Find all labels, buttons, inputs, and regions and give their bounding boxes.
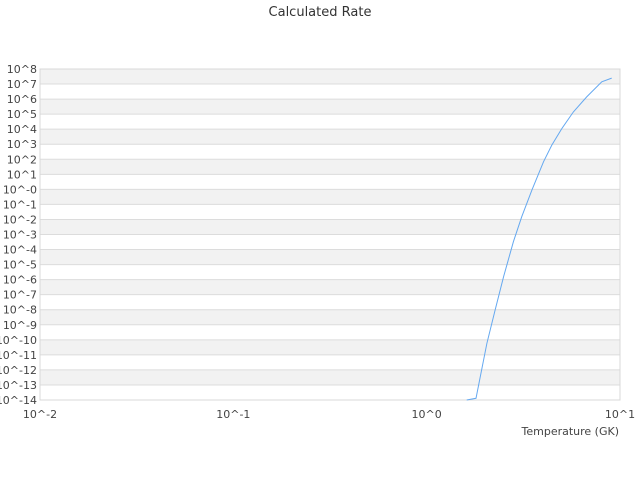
x-axis-label: Temperature (GK) [521, 425, 620, 438]
x-tick-labels: 10^-2 10^-1 10^0 10^1 [23, 408, 635, 421]
grid-band [40, 249, 620, 265]
y-tick-label: 10^-4 [3, 244, 37, 257]
grid-band [40, 279, 620, 295]
y-tick-label: 10^-5 [3, 259, 37, 272]
x-tick-label: 10^0 [412, 408, 442, 421]
y-tick-label: 10^2 [7, 153, 37, 166]
y-tick-label: 10^-7 [3, 289, 37, 302]
y-tick-label: 10^-13 [0, 379, 37, 392]
y-tick-label: 10^3 [7, 138, 37, 151]
y-tick-label: 10^-3 [3, 229, 37, 242]
y-tick-label: 10^-9 [3, 319, 37, 332]
grid-band [40, 159, 620, 175]
x-tick-label: 10^-1 [216, 408, 250, 421]
y-tick-label: 10^-0 [3, 183, 37, 196]
x-tick-label: 10^1 [605, 408, 635, 421]
y-tick-label: 10^-14 [0, 394, 37, 407]
grid-band [40, 369, 620, 385]
x-tick-label: 10^-2 [23, 408, 57, 421]
plot-frame [39, 68, 621, 401]
grid-band [40, 309, 620, 325]
y-tick-label: 10^5 [7, 108, 37, 121]
chart-title: Calculated Rate [269, 5, 372, 20]
y-tick-label: 10^-11 [0, 349, 37, 362]
y-tick-label: 10^1 [7, 168, 37, 181]
grid-band [40, 129, 620, 145]
series-group [466, 77, 612, 401]
y-tick-label: 10^-12 [0, 364, 37, 377]
series-line [466, 77, 612, 401]
y-tick-label: 10^-1 [3, 198, 37, 211]
y-tick-label: 10^-2 [3, 213, 37, 226]
y-tick-label: 10^-6 [3, 274, 37, 287]
grid-band [40, 99, 620, 115]
grid-bands [40, 69, 620, 385]
y-tick-label: 10^6 [7, 93, 37, 106]
grid-band [40, 189, 620, 205]
y-tick-labels: 10^8 10^7 10^6 10^5 10^4 10^3 10^2 10^1 10^-0 10^… [0, 63, 37, 407]
y-tick-label: 10^4 [7, 123, 37, 136]
y-tick-label: 10^-10 [0, 334, 37, 347]
grid-band [40, 69, 620, 85]
grid-band [40, 339, 620, 355]
y-tick-label: 10^8 [7, 63, 37, 76]
y-tick-label: 10^-8 [3, 304, 37, 317]
grid-band [40, 219, 620, 235]
y-tick-label: 10^7 [7, 78, 37, 91]
